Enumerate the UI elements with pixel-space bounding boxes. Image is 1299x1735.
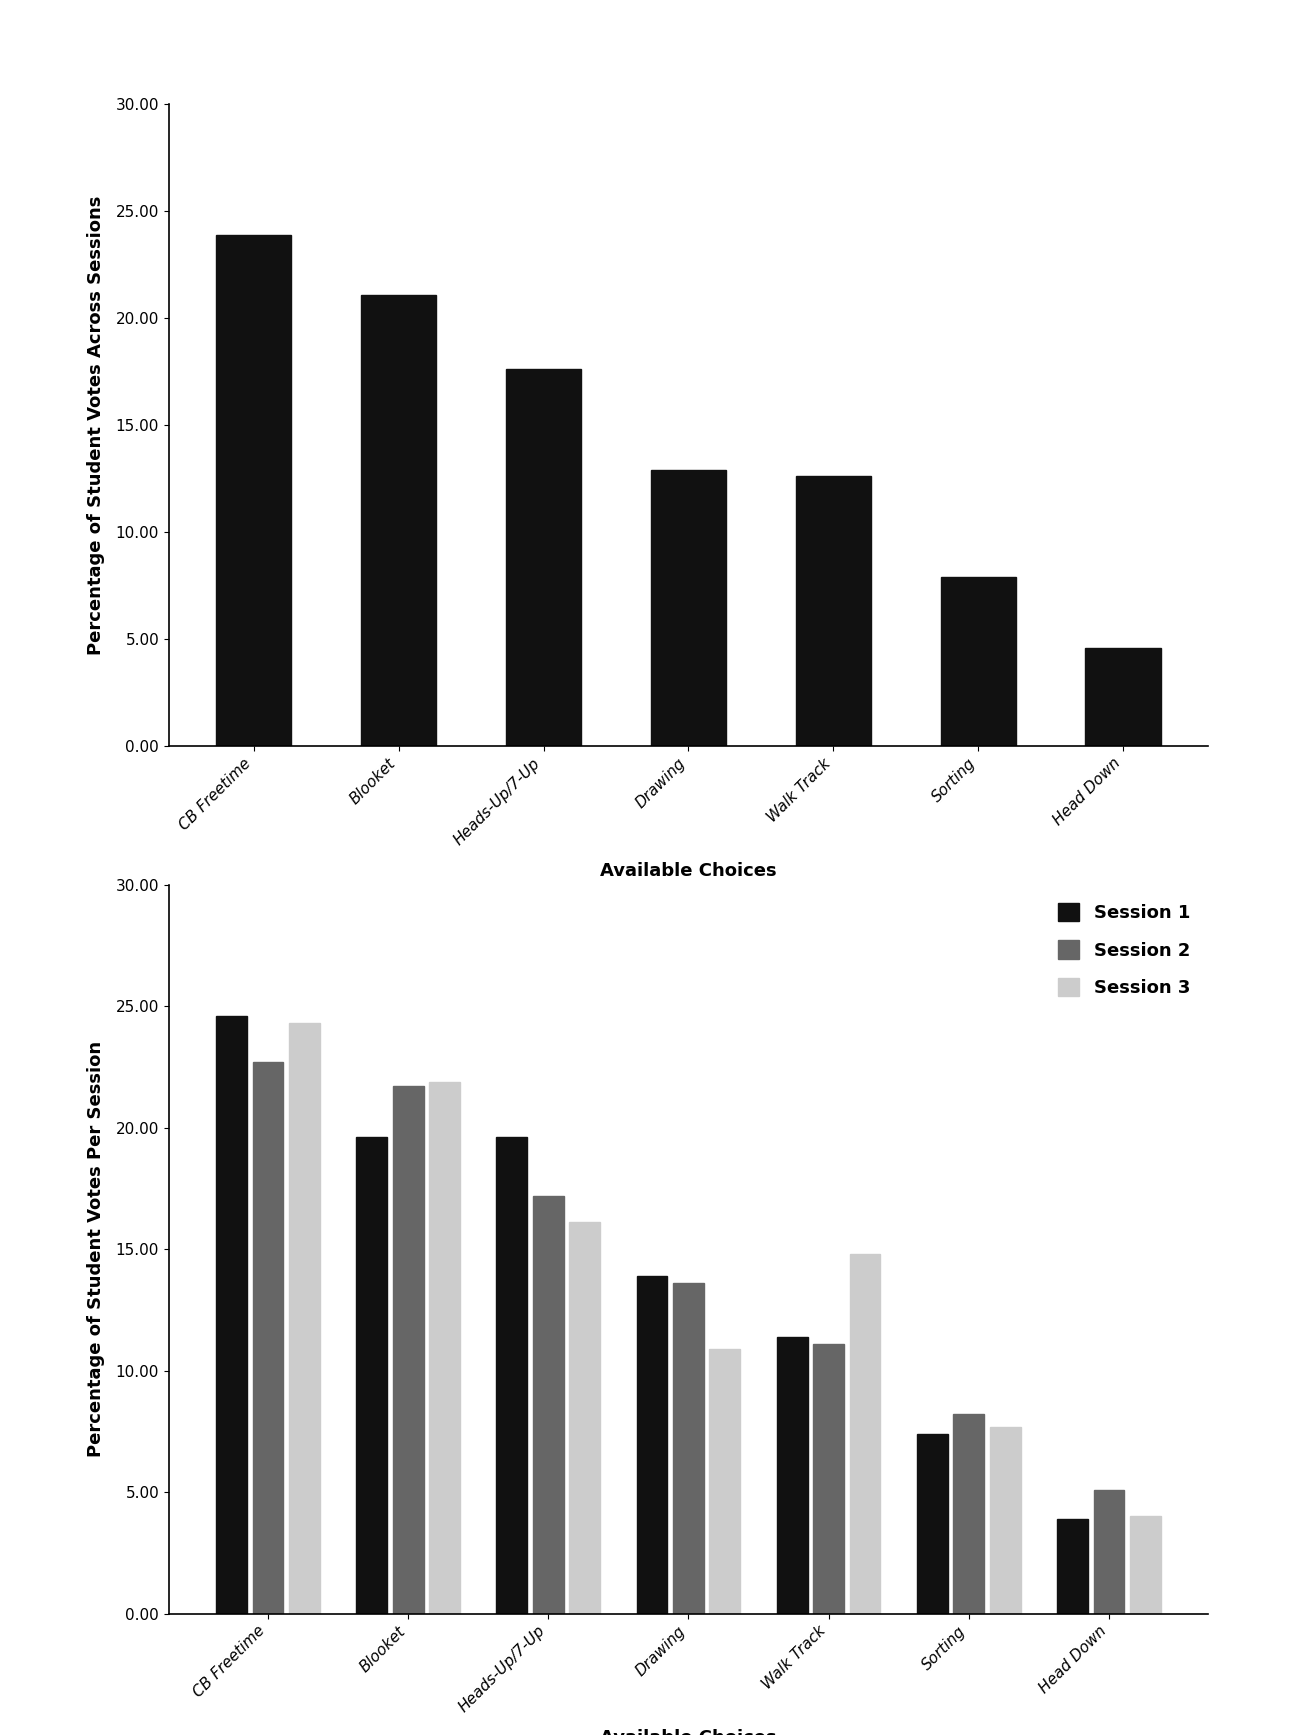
Bar — [1094, 1490, 1125, 1614]
Bar — [796, 477, 872, 746]
Bar — [252, 1062, 283, 1614]
Bar — [356, 1138, 387, 1614]
Bar — [569, 1223, 600, 1614]
Y-axis label: Percentage of Student Votes Per Session: Percentage of Student Votes Per Session — [87, 1041, 104, 1457]
Bar — [288, 1024, 320, 1614]
Bar — [533, 1195, 564, 1614]
Bar — [216, 1017, 247, 1614]
Bar — [850, 1254, 881, 1614]
X-axis label: Available Choices: Available Choices — [600, 1730, 777, 1735]
Bar — [1086, 647, 1161, 746]
Bar — [392, 1086, 423, 1614]
Bar — [709, 1348, 740, 1614]
Bar — [990, 1426, 1021, 1614]
Legend: Session 1, Session 2, Session 3: Session 1, Session 2, Session 3 — [1048, 894, 1199, 1006]
Bar — [917, 1433, 948, 1614]
Bar — [953, 1414, 985, 1614]
Bar — [505, 370, 581, 746]
Bar — [361, 295, 436, 746]
Bar — [637, 1275, 668, 1614]
Bar — [216, 234, 291, 746]
Bar — [813, 1345, 844, 1614]
Bar — [651, 470, 726, 746]
Y-axis label: Percentage of Student Votes Across Sessions: Percentage of Student Votes Across Sessi… — [87, 196, 104, 654]
Bar — [777, 1336, 808, 1614]
X-axis label: Available Choices: Available Choices — [600, 862, 777, 880]
Bar — [429, 1081, 460, 1614]
Bar — [1057, 1518, 1089, 1614]
Bar — [1130, 1516, 1161, 1614]
Bar — [496, 1138, 527, 1614]
Bar — [940, 578, 1016, 746]
Bar — [673, 1284, 704, 1614]
